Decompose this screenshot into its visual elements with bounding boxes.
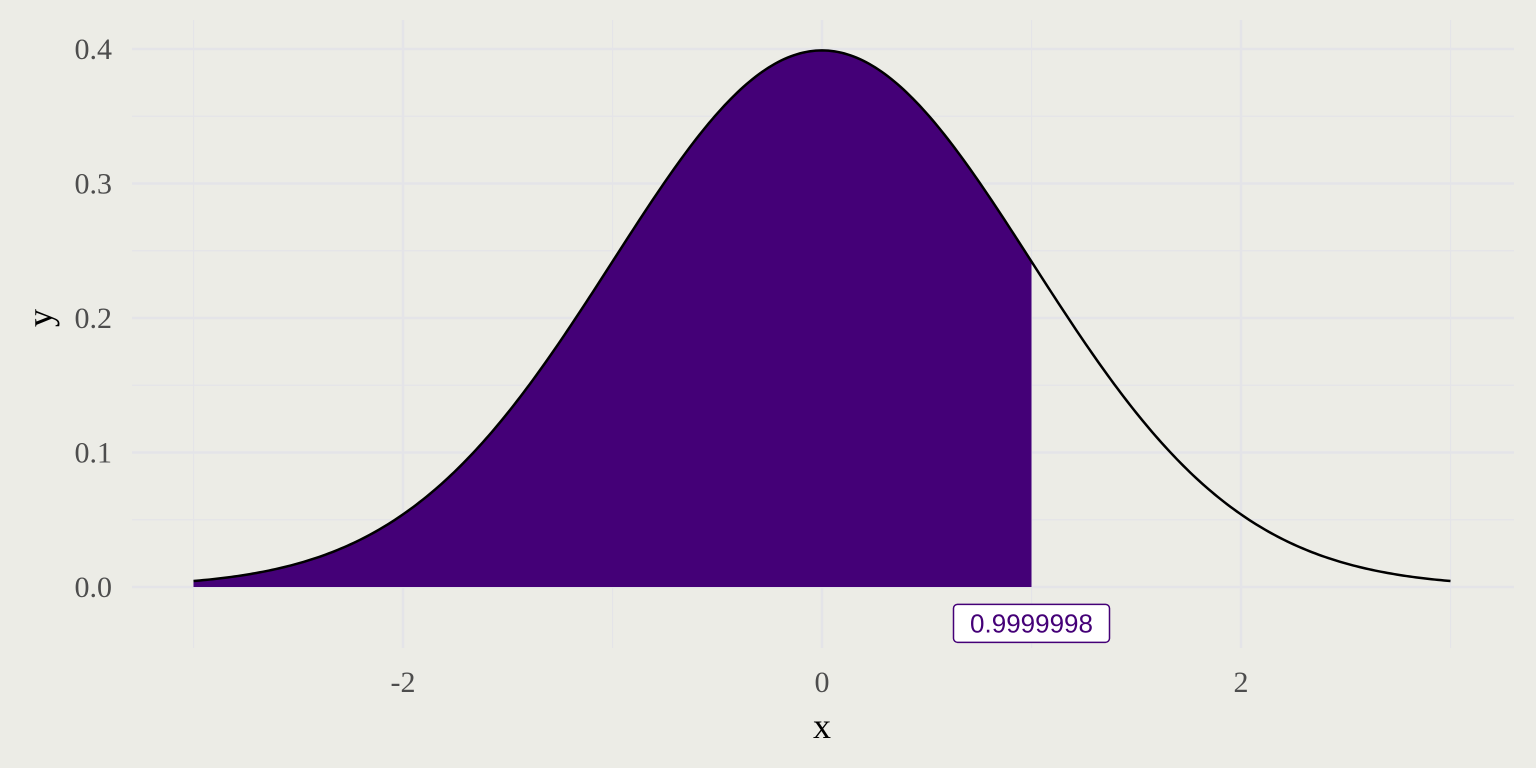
y-tick-label: 0.0: [75, 571, 113, 604]
x-axis-title: x: [813, 706, 831, 746]
shaded-density-area: [193, 50, 1032, 588]
y-tick-label: 0.4: [75, 33, 113, 66]
x-tick-label: 0: [815, 666, 830, 699]
density-curve: [193, 49, 1451, 583]
y-tick-label: 0.3: [75, 168, 113, 201]
probability-callout: 0.9999998: [952, 603, 1111, 644]
x-tick-label: 2: [1234, 666, 1249, 699]
x-axis-tick-labels: -2 0 2: [391, 666, 1249, 699]
y-axis-tick-labels: 0.0 0.1 0.2 0.3 0.4: [75, 33, 113, 604]
y-tick-label: 0.2: [75, 302, 113, 335]
callout-label: 0.9999998: [970, 608, 1093, 638]
x-tick-label: -2: [391, 666, 416, 699]
callout-box: [952, 603, 1111, 644]
y-axis-title: y: [20, 309, 60, 327]
y-tick-label: 0.1: [75, 437, 113, 470]
